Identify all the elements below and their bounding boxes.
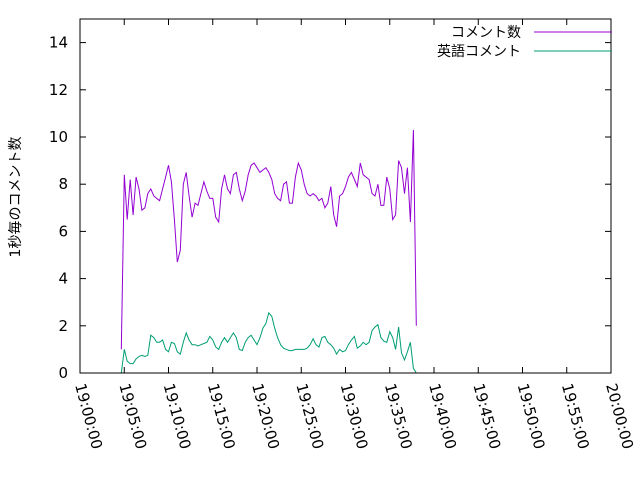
ticks-layer: 0 2 4 6 8 10 12 14 19:00:00 19:05:00 19:10:00 19:15…: [49, 19, 637, 451]
series-line-english-comments: [120, 311, 417, 374]
x-tick-label: 19:30:00: [337, 381, 372, 451]
y-axis-label: 1秒毎のコメント数: [8, 137, 24, 258]
y-tick-label: 0: [58, 364, 68, 382]
series-layer: [120, 129, 417, 374]
y-tick-label: 8: [58, 175, 68, 193]
y-tick-label: 14: [49, 34, 68, 52]
y-axis-label-group: 1秒毎のコメント数: [8, 137, 24, 258]
x-tick-label: 19:20:00: [248, 381, 283, 451]
legend-label-total-comments: コメント数: [451, 25, 521, 41]
y-tick-label: 4: [58, 270, 68, 288]
plot-area-frame: [79, 18, 612, 374]
x-tick-label: 19:05:00: [115, 381, 150, 451]
y-tick-label: 2: [58, 317, 68, 335]
x-tick-label: 19:45:00: [469, 381, 504, 451]
x-tick-label: 19:50:00: [514, 381, 549, 451]
x-tick-label: 19:35:00: [381, 381, 416, 451]
x-tick-label: 19:25:00: [292, 381, 327, 451]
x-tick-label: 20:00:00: [602, 381, 637, 451]
x-tick-label: 19:10:00: [160, 381, 195, 451]
x-tick-label: 19:00:00: [71, 381, 106, 451]
x-tick-label: 19:55:00: [558, 381, 593, 451]
y-tick-label: 10: [49, 128, 68, 146]
x-tick-label: 19:15:00: [204, 381, 239, 451]
axes-layer: [79, 18, 612, 374]
series-line-total-comments: [120, 129, 417, 350]
y-tick-label: 12: [49, 81, 68, 99]
legend-label-english-comments: 英語コメント: [437, 43, 521, 60]
y-tick-label: 6: [58, 222, 68, 240]
legend: コメント数 英語コメント: [437, 25, 612, 60]
x-tick-label: 19:40:00: [425, 381, 460, 451]
